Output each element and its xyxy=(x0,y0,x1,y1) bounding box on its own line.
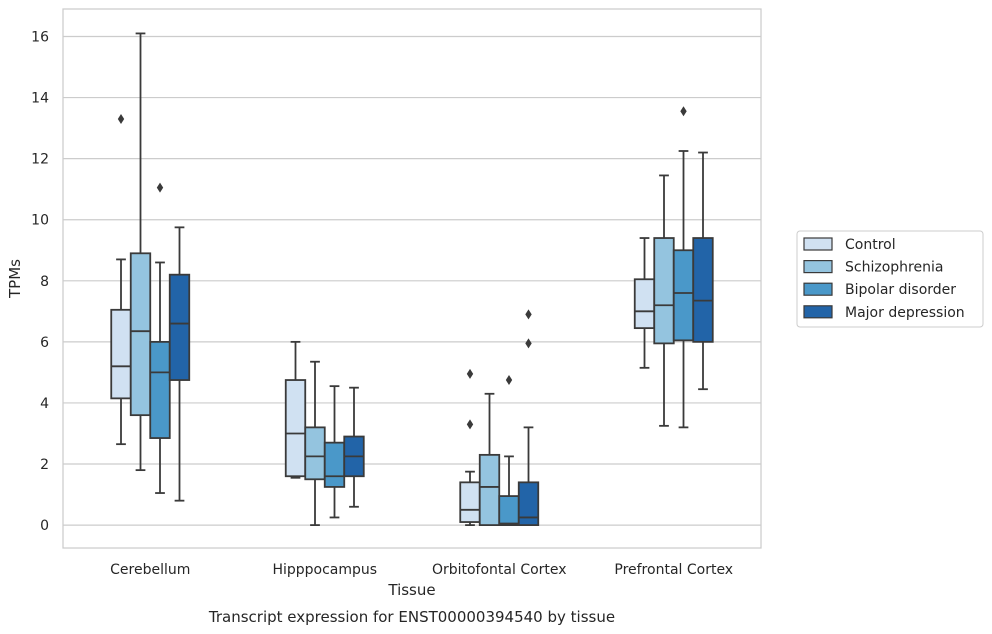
box-control xyxy=(110,113,132,446)
y-tick-label: 8 xyxy=(40,274,49,290)
legend-label: Schizophrenia xyxy=(845,260,943,276)
y-axis-label: TPMs xyxy=(6,259,24,299)
box-iqr xyxy=(168,273,191,381)
legend: Control Schizophrenia Bipolar disorder Majo… xyxy=(796,230,984,328)
box-groups xyxy=(110,32,714,526)
box-iqr xyxy=(149,340,171,439)
box-major-depression xyxy=(692,151,714,391)
outlier-point xyxy=(466,368,474,379)
y-tick-label: 0 xyxy=(40,518,49,534)
legend-frame xyxy=(796,230,984,328)
outlier-point xyxy=(117,113,125,124)
box-major-depression xyxy=(517,309,540,526)
axes: 0 2 4 6 8 10 12 14 16 Cerebellum Hipppocampus Orbit… xyxy=(31,29,733,578)
box-iqr xyxy=(478,453,501,526)
box-iqr xyxy=(304,426,326,481)
box-iqr xyxy=(672,249,695,342)
y-tick-label: 2 xyxy=(40,457,49,473)
legend-swatch xyxy=(803,282,833,296)
legend-swatch xyxy=(803,305,833,319)
x-tick-label: Orbitofontal Cortex xyxy=(432,562,567,578)
box-major-depression xyxy=(343,386,365,508)
outlier-point xyxy=(525,309,532,320)
outlier-point xyxy=(466,419,474,430)
box-schizophrenia xyxy=(478,392,501,526)
box-iqr xyxy=(633,278,656,330)
outlier-point xyxy=(156,182,164,193)
x-tick-label: Prefrontal Cortex xyxy=(614,562,733,578)
x-axis-label: Tissue xyxy=(387,581,435,599)
y-tick-label: 16 xyxy=(31,29,49,45)
box-iqr xyxy=(517,481,540,526)
box-major-depression xyxy=(168,226,191,502)
box-iqr xyxy=(323,441,346,488)
legend-swatch xyxy=(803,260,833,274)
legend-swatch xyxy=(803,237,833,251)
box-iqr xyxy=(653,237,675,345)
box-control xyxy=(633,237,656,369)
box-iqr xyxy=(459,481,481,523)
box-schizophrenia xyxy=(304,360,326,526)
legend-label: Major depression xyxy=(845,305,965,321)
outlier-point xyxy=(680,106,687,117)
plot-area-frame xyxy=(62,8,762,549)
box-bipolar-disorder xyxy=(149,182,171,494)
y-tick-label: 14 xyxy=(31,91,49,107)
y-tick-label: 4 xyxy=(40,396,49,412)
box-iqr xyxy=(284,379,307,478)
box-schizophrenia xyxy=(129,32,152,472)
x-tick-label: Hipppocampus xyxy=(272,562,377,578)
x-tick-label: Cerebellum xyxy=(110,562,190,578)
legend-label: Control xyxy=(845,237,896,253)
outlier-point xyxy=(525,338,532,349)
box-schizophrenia xyxy=(653,174,675,427)
box-iqr xyxy=(129,252,152,417)
box-bipolar-disorder xyxy=(672,106,695,429)
figure-caption: Transcript expression for ENST0000039454… xyxy=(208,608,615,626)
y-tick-label: 12 xyxy=(31,152,49,168)
box-bipolar-disorder xyxy=(323,385,346,519)
box-control xyxy=(284,340,307,479)
box-iqr xyxy=(110,308,132,400)
box-bipolar-disorder xyxy=(498,375,520,526)
y-tick-label: 6 xyxy=(40,335,49,351)
box-iqr xyxy=(498,495,520,526)
outlier-point xyxy=(505,375,513,386)
box-control xyxy=(459,368,481,526)
legend-label: Bipolar disorder xyxy=(845,282,956,298)
box-iqr xyxy=(692,237,714,343)
y-tick-label: 10 xyxy=(31,213,49,229)
